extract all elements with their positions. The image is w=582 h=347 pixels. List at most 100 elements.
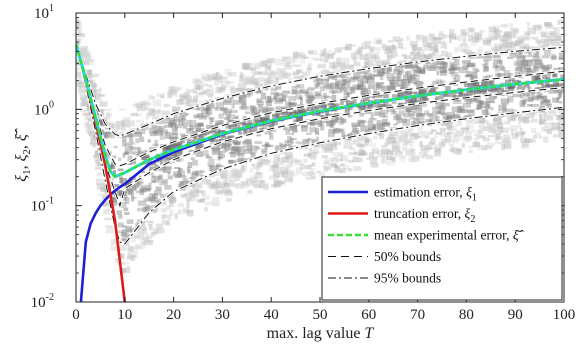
cloud-point <box>280 180 284 184</box>
cloud-point <box>332 72 341 78</box>
cloud-point <box>419 151 429 155</box>
cloud-point <box>256 170 261 175</box>
cloud-point <box>121 229 129 234</box>
cloud-point <box>345 159 350 163</box>
cloud-point <box>517 120 521 128</box>
cloud-point <box>179 133 186 136</box>
cloud-point <box>512 42 517 46</box>
cloud-point <box>174 151 182 158</box>
cloud-point <box>341 132 346 139</box>
cloud-point <box>477 104 482 110</box>
cloud-point <box>493 118 501 123</box>
cloud-point <box>200 123 204 127</box>
cloud-point <box>429 132 434 135</box>
cloud-point <box>543 100 550 103</box>
cloud-point <box>125 121 131 129</box>
cloud-point <box>213 172 222 176</box>
cloud-point <box>76 17 80 22</box>
cloud-point <box>96 120 105 123</box>
cloud-point <box>553 67 561 71</box>
cloud-point <box>312 104 317 109</box>
cloud-point <box>525 120 532 123</box>
cloud-point <box>187 194 193 201</box>
cloud-point <box>559 114 564 120</box>
cloud-point <box>337 66 345 73</box>
cloud-point <box>284 140 290 146</box>
cloud-point <box>288 57 295 64</box>
cloud-point <box>420 144 430 151</box>
cloud-point <box>94 155 102 162</box>
cloud-point <box>195 122 199 127</box>
cloud-point <box>157 109 162 115</box>
cloud-point <box>205 107 209 114</box>
cloud-point <box>500 48 505 52</box>
cloud-point <box>463 49 473 54</box>
cloud-point <box>446 115 451 119</box>
cloud-point <box>251 67 257 71</box>
cloud-point <box>461 44 466 50</box>
cloud-point <box>474 137 478 144</box>
cloud-point <box>227 113 236 119</box>
cloud-point <box>521 141 526 148</box>
cloud-point <box>128 190 132 196</box>
cloud-point <box>110 162 114 167</box>
cloud-point <box>462 32 468 37</box>
cloud-point <box>143 106 150 111</box>
cloud-point <box>371 103 379 108</box>
cloud-point <box>169 197 177 204</box>
cloud-point <box>410 51 415 56</box>
cloud-point <box>140 242 146 245</box>
cloud-point <box>274 173 280 178</box>
cloud-point <box>116 120 125 125</box>
cloud-point <box>99 102 107 108</box>
cloud-point <box>314 58 323 61</box>
cloud-point <box>323 70 331 74</box>
cloud-point <box>279 151 286 155</box>
cloud-point <box>464 74 474 78</box>
cloud-point <box>122 268 126 274</box>
cloud-point <box>547 115 554 121</box>
x-tick-label: 50 <box>313 307 328 323</box>
cloud-point <box>474 80 479 85</box>
cloud-point <box>253 115 257 122</box>
cloud-point <box>214 182 221 185</box>
cloud-point <box>466 89 476 95</box>
cloud-point <box>555 83 564 87</box>
cloud-point <box>539 113 543 121</box>
cloud-point <box>235 87 244 92</box>
series-95-lower-bound <box>76 43 564 245</box>
cloud-point <box>180 194 187 198</box>
cloud-point <box>255 146 261 150</box>
cloud-point <box>222 100 232 105</box>
cloud-point <box>317 122 323 127</box>
cloud-point <box>288 124 298 131</box>
cloud-point <box>309 148 313 151</box>
cloud-point <box>284 61 291 67</box>
cloud-point <box>264 66 272 72</box>
cloud-point <box>496 122 504 129</box>
cloud-point <box>471 129 476 133</box>
cloud-point <box>510 49 516 52</box>
cloud-point <box>423 151 427 157</box>
cloud-point <box>551 54 556 61</box>
cloud-point <box>194 81 199 86</box>
cloud-point <box>284 65 292 70</box>
cloud-point <box>144 240 153 246</box>
cloud-point <box>125 149 133 155</box>
cloud-point <box>502 40 508 47</box>
cloud-point <box>366 157 371 160</box>
cloud-point <box>448 143 454 146</box>
cloud-point <box>84 122 93 128</box>
cloud-point <box>483 55 492 62</box>
cloud-point <box>392 46 397 50</box>
cloud-point <box>199 182 203 188</box>
cloud-point <box>523 43 530 51</box>
cloud-point <box>531 128 537 134</box>
cloud-point <box>492 61 498 69</box>
cloud-point <box>157 176 162 179</box>
cloud-point <box>392 137 397 143</box>
cloud-point <box>119 268 127 273</box>
cloud-point <box>520 131 526 135</box>
cloud-point <box>495 65 505 68</box>
cloud-point <box>139 232 148 235</box>
